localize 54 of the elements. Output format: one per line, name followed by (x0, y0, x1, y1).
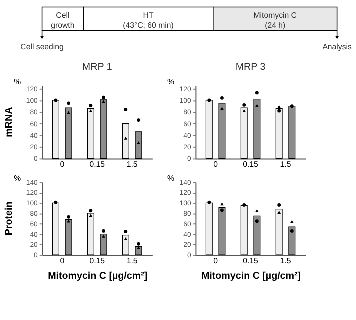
bar (135, 132, 142, 160)
bar (218, 103, 226, 160)
bar (240, 108, 248, 160)
text: mRNA (4, 107, 15, 138)
x-axis-title: Mitomycin C [µg/cm²] (201, 271, 302, 282)
x-tick-label: 0 (214, 160, 219, 170)
x-tick-label: 1.5 (126, 160, 138, 170)
bar (52, 100, 60, 160)
y-axis-title: % (168, 174, 175, 183)
point (220, 208, 224, 212)
text: Cell seeding (20, 42, 64, 52)
point (290, 220, 294, 224)
bar (288, 106, 296, 160)
point (220, 202, 224, 206)
bar (87, 213, 94, 256)
bar (206, 100, 213, 160)
bar (65, 219, 72, 256)
chart-title: MRP 1 (82, 62, 112, 74)
x-axis-title: Mitomycin C [µg/cm²] (48, 271, 148, 282)
y-axis-title: % (14, 77, 22, 86)
bar (276, 209, 283, 256)
chart-title: MRP 3 (236, 62, 266, 74)
bar (87, 108, 94, 160)
y-axis-title: % (14, 174, 22, 183)
x-tick-label: 1.5 (280, 160, 292, 170)
x-tick-label: 0.15 (243, 256, 260, 266)
x-tick-label: 0 (60, 160, 66, 170)
x-tick-label: 1.5 (280, 256, 292, 266)
y-axis-title: % (168, 77, 175, 86)
bar (218, 208, 226, 256)
point (255, 209, 259, 212)
x-tick-label: 0 (214, 256, 219, 266)
text: HT (43°C; 60 min) (123, 11, 174, 30)
bar (276, 108, 283, 160)
x-tick-label: 0.15 (243, 160, 260, 170)
point (255, 220, 259, 224)
bar (206, 202, 213, 256)
text: Cell growth (51, 11, 75, 30)
x-tick-label: 1.5 (126, 256, 138, 266)
bar (100, 100, 108, 160)
bar (288, 226, 296, 256)
bar (52, 202, 60, 256)
x-tick-label: 0.15 (90, 160, 106, 170)
bar (122, 124, 130, 160)
text: Analysis (322, 42, 352, 52)
text: Mitomycin C (24 h) (254, 11, 298, 30)
bar (240, 205, 248, 256)
bar (254, 99, 261, 160)
x-tick-label: 0.15 (90, 256, 106, 266)
bar (254, 216, 261, 256)
bar (65, 108, 72, 160)
point (290, 229, 294, 233)
text: Protein (4, 202, 15, 236)
x-tick-label: 0 (60, 256, 66, 266)
